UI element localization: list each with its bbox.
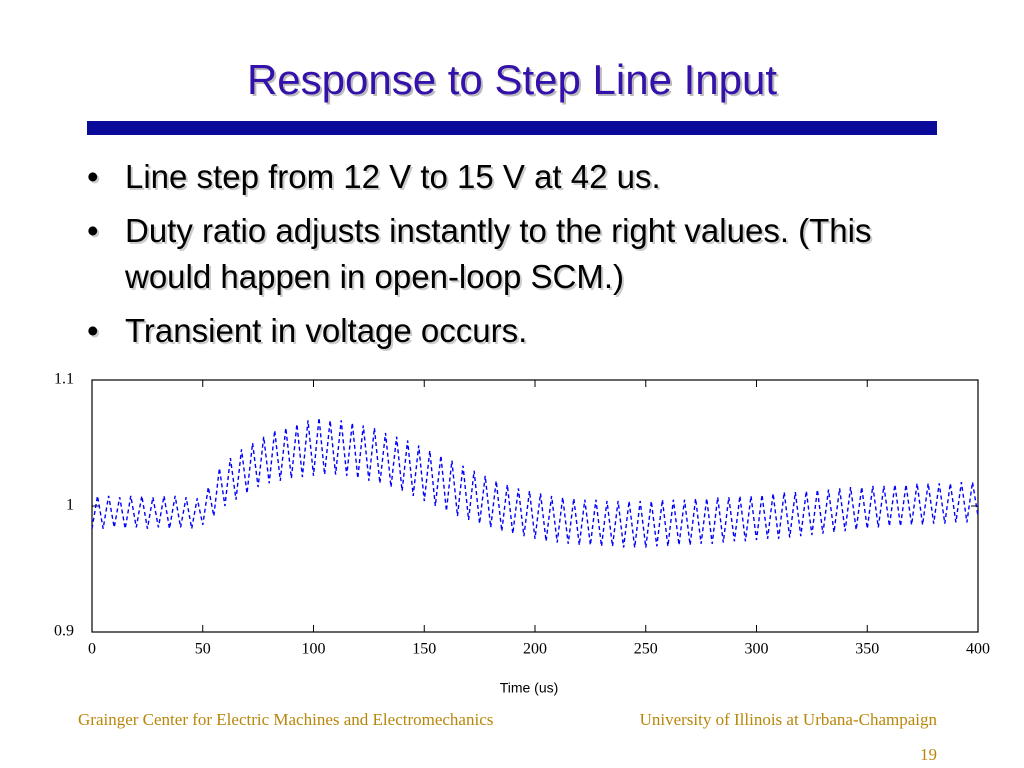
- title-rule: [87, 121, 937, 135]
- x-tick-label: 100: [302, 641, 326, 658]
- x-tick-label: 200: [523, 641, 547, 658]
- x-tick-label: 400: [966, 641, 990, 658]
- x-tick-label: 300: [745, 641, 769, 658]
- slide-title: Response to Step Line Input: [246, 56, 778, 103]
- bullet: Transient in voltage occurs.: [85, 308, 945, 354]
- x-axis-label: Time (us): [500, 680, 559, 696]
- x-tick-label: 350: [855, 641, 879, 658]
- footer-left: Grainger Center for Electric Machines an…: [78, 710, 494, 729]
- bullet: Duty ratio adjusts instantly to the righ…: [85, 208, 945, 300]
- bullet-list: Line step from 12 V to 15 V at 42 us. Dut…: [85, 154, 945, 362]
- x-tick-label: 250: [634, 641, 658, 658]
- y-tick-label: 1: [66, 497, 74, 514]
- y-tick-label: 1.1: [54, 371, 74, 388]
- chart: Time (us) 0 50 100 150 200 250 300 350 400 0.9 1 1.…: [54, 371, 990, 696]
- data-line: [91, 417, 979, 548]
- footer-right: University of Illinois at Urbana-Champai…: [639, 710, 937, 729]
- y-tick-label: 0.9: [54, 623, 74, 640]
- x-tick-label: 150: [412, 641, 436, 658]
- x-tick-label: 0: [88, 641, 96, 658]
- bullet: Line step from 12 V to 15 V at 42 us.: [85, 154, 945, 200]
- page-number: 19: [920, 745, 937, 764]
- x-tick-label: 50: [195, 641, 211, 658]
